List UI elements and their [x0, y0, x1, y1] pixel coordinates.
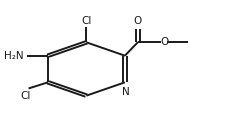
Text: N: N	[122, 87, 130, 97]
Text: O: O	[160, 37, 168, 47]
Text: Cl: Cl	[20, 91, 30, 100]
Text: Cl: Cl	[81, 16, 92, 26]
Text: O: O	[134, 16, 142, 26]
Text: H₂N: H₂N	[4, 51, 24, 61]
